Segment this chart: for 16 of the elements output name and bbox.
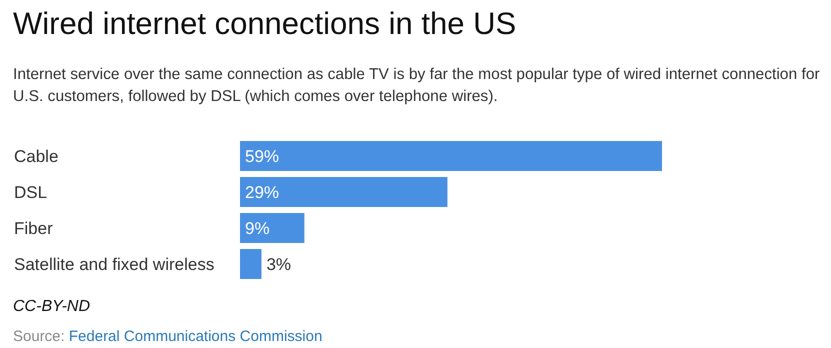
- source-note: Source: Federal Communications Commission: [13, 328, 322, 345]
- y-tick-label: Satellite and fixed wireless: [14, 255, 214, 274]
- data-label: 59%: [245, 147, 280, 166]
- data-label: 9%: [245, 219, 270, 238]
- data-label: 29%: [245, 183, 280, 202]
- y-tick-label: Fiber: [14, 219, 54, 238]
- y-tick-label: DSL: [14, 183, 48, 202]
- bar: [240, 177, 448, 207]
- y-tick-label: Cable: [14, 147, 58, 166]
- chart-title: Wired internet connections in the US: [13, 6, 516, 42]
- data-label: 3%: [266, 255, 292, 274]
- text: CC-BY-ND: [13, 298, 90, 316]
- chart-subtitle: Internet service over the same connection as cable TV is by far the most popular type of wired internet connection for U.S. customers, followed by DSL (which comes over telephone wires).: [13, 65, 821, 107]
- bar: [240, 141, 662, 171]
- bar: [240, 213, 304, 243]
- bar: [240, 249, 262, 279]
